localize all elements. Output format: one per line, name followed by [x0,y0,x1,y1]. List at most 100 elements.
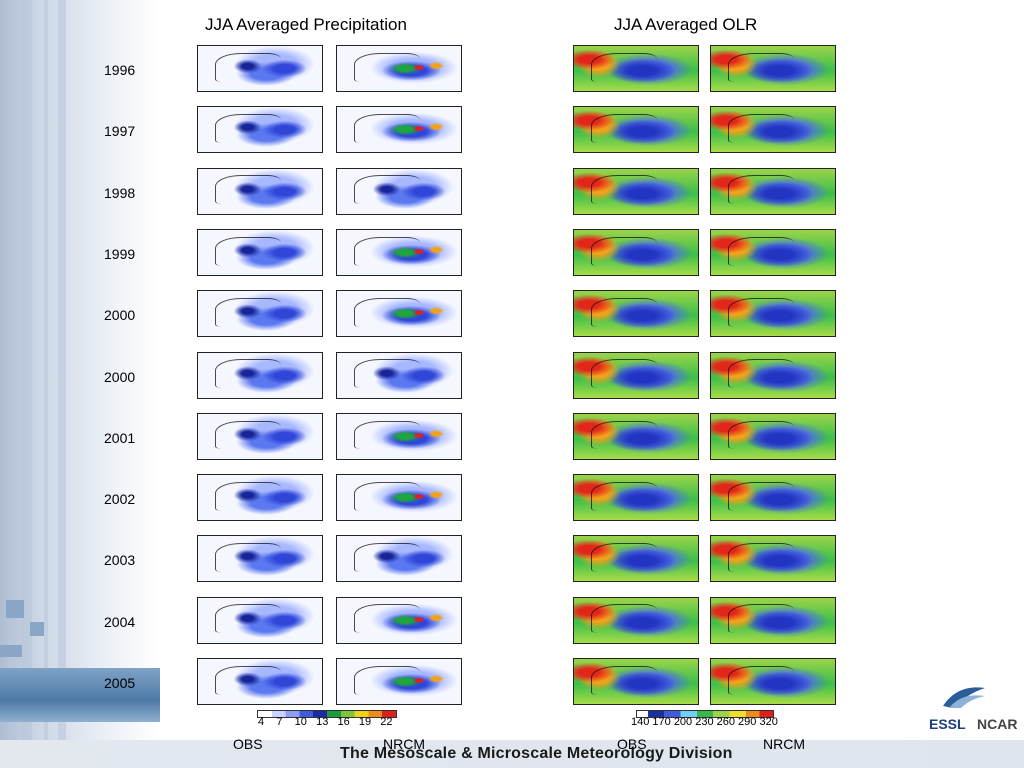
coastline [215,420,281,450]
coastline [728,665,794,695]
olr-nrcm-map [710,167,836,215]
olr-obs-map [573,106,699,154]
precip-nrcm-map [336,474,462,522]
year-label: 1996 [104,62,136,78]
ocean-photo [0,668,160,722]
coastline [215,114,281,143]
year-label: 2000 [104,307,136,324]
coastline [728,52,794,82]
olr-obs-map [573,228,699,276]
olr-obs-map [573,658,699,705]
coastline [354,236,420,266]
olr-nrcm-map [710,351,836,399]
precip-nrcm-label: NRCM [383,736,425,752]
precip-colorbar [257,710,397,718]
precip-obs-map [197,45,323,92]
olr-title: JJA Averaged OLR [614,15,758,34]
ncar-swoosh-icon [943,687,985,708]
coastline [728,114,794,143]
coastline [728,236,794,266]
footer-band [0,740,1024,768]
precip-colorbar-ticks: 4 7 10 13 16 19 22 [258,716,393,728]
year-label: 2004 [104,613,136,630]
precip-obs-map [197,228,323,276]
coastline [354,359,420,389]
precip-nrcm-map [336,596,462,644]
coastline [728,359,794,389]
olr-obs-map [573,535,699,583]
coastline [728,604,794,634]
ncar-logo: NCAR [977,716,1018,732]
coastline [215,481,281,511]
olr-nrcm-label: NRCM [763,736,805,752]
coastline [728,481,794,511]
coastline [591,297,657,327]
precip-obs-map [197,535,323,583]
olr-nrcm-map [710,45,836,92]
coastline [354,175,420,205]
coastline [354,665,420,695]
coastline [728,420,794,450]
year-label: 2005 [104,675,136,691]
precip-nrcm-map [336,228,462,276]
coastline [215,665,281,695]
olr-nrcm-map [710,596,836,644]
olr-obs-label: OBS [617,736,647,752]
year-label: 2001 [104,429,136,446]
precip-nrcm-map [336,106,462,154]
coastline [354,52,420,82]
olr-colorbar-ticks: 140 170 200 230 260 290 320 [631,716,778,728]
coastline [591,114,657,143]
coastline [591,359,657,389]
coastline [215,52,281,82]
coastline [591,175,657,205]
coastline [215,175,281,205]
olr-obs-map [573,290,699,338]
coastline [728,297,794,327]
coastline [354,543,420,573]
coastline [728,175,794,205]
olr-obs-map [573,45,699,92]
coastline [354,420,420,450]
coastline [591,236,657,266]
coastline [354,481,420,511]
precip-nrcm-map [336,412,462,460]
olr-nrcm-map [710,658,836,705]
precip-obs-map [197,658,323,705]
olr-nrcm-map [710,290,836,338]
precip-obs-map [197,596,323,644]
year-label: 2002 [104,491,136,508]
coastline [354,604,420,634]
coastline [215,297,281,327]
coastline [591,420,657,450]
coastline [354,114,420,143]
olr-obs-map [573,412,699,460]
precip-nrcm-map [336,658,462,705]
division-name: The Mesoscale & Microscale Meteorology D… [340,745,733,762]
coastline [591,543,657,573]
precip-nrcm-map [336,351,462,399]
olr-nrcm-map [710,535,836,583]
olr-nrcm-map [710,474,836,522]
olr-obs-map [573,474,699,522]
coastline [591,604,657,634]
precip-obs-map [197,106,323,154]
sidebar-decoration [0,0,160,768]
coastline [728,543,794,573]
essl-logo: ESSL [929,716,966,732]
olr-obs-map [573,351,699,399]
year-label: 1999 [104,245,136,262]
coastline [591,665,657,695]
coastline [215,604,281,634]
precip-nrcm-map [336,290,462,338]
precip-title: JJA Averaged Precipitation [205,15,407,34]
olr-obs-map [573,167,699,215]
year-label: 2003 [104,552,136,569]
precip-obs-map [197,412,323,460]
precip-nrcm-map [336,167,462,215]
precip-obs-label: OBS [233,736,263,752]
coastline [591,52,657,82]
precip-nrcm-map [336,535,462,583]
precip-obs-map [197,474,323,522]
olr-obs-map [573,596,699,644]
